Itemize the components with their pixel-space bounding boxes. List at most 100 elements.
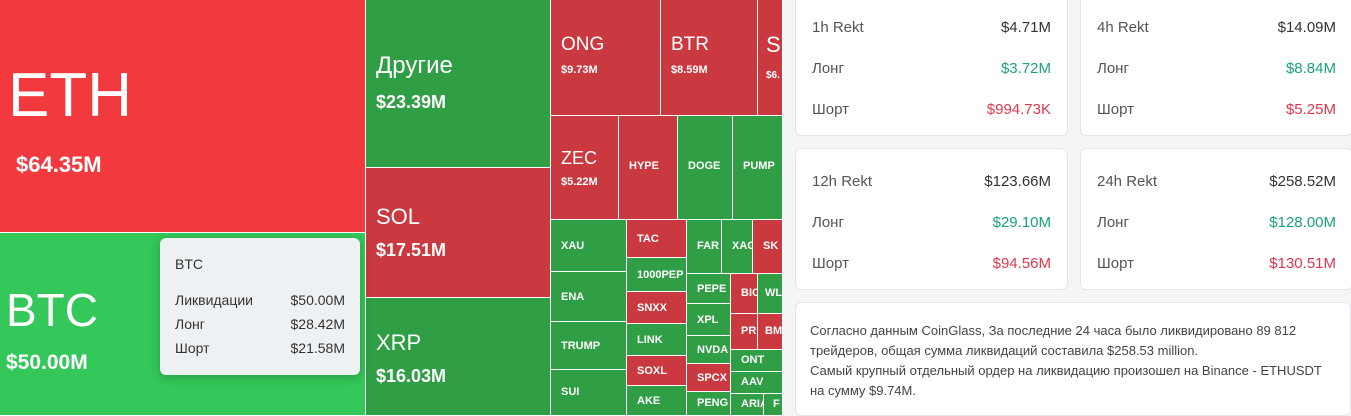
tile-sol-value: $17.51M [376, 240, 447, 260]
tile-ake[interactable]: AKE [627, 386, 687, 416]
tile-ong-value: $9.73M [561, 64, 598, 76]
tile-sol[interactable]: SOL $17.51M [366, 168, 551, 298]
short-label: Шорт [1097, 101, 1134, 118]
tile-xag-label: XAG [732, 240, 752, 252]
tile-soxl[interactable]: SOXL [627, 356, 687, 386]
tile-tac-label: TAC [637, 233, 659, 245]
short-value: $130.51M [1269, 255, 1336, 272]
tile-snxx-label: SNXX [637, 302, 667, 314]
long-value: $29.10M [992, 214, 1051, 231]
tile-far-label: FAR [697, 240, 719, 252]
tile-btr[interactable]: BTR $8.59M [661, 0, 758, 116]
tile-sk-label: SK [763, 240, 779, 252]
long-value: $3.72M [1000, 60, 1051, 77]
card-1h-rekt: 1h Rekt $4.71M Лонг $3.72M Шорт $994.73K [795, 0, 1068, 136]
tile-hype[interactable]: HYPE [619, 116, 678, 220]
tile-1000pepe[interactable]: 1000PEP [627, 258, 687, 292]
btc-tooltip: BTC Ликвидации $50.00M Лонг $28.42M Шорт… [160, 238, 360, 375]
tile-other[interactable]: Другие $23.39M [366, 0, 551, 168]
tile-ong[interactable]: ONG $9.73M [551, 0, 661, 116]
card-total: $14.09M [1277, 19, 1336, 36]
tile-pump-label: PUMP [743, 160, 775, 172]
short-value: $994.73K [986, 101, 1051, 118]
tile-xpl-label: XPL [697, 314, 719, 326]
tile-btc-label: BTC [6, 284, 98, 336]
tile-pr[interactable]: PR [731, 314, 758, 350]
tile-other-value: $23.39M [376, 92, 447, 112]
tile-bio-label: BIO [741, 287, 757, 299]
tile-spcx[interactable]: SPCX [687, 364, 731, 392]
tooltip-row-value: $21.58M [290, 340, 345, 356]
tooltip-row-short: Шорт $21.58M [175, 340, 345, 356]
tile-snxx[interactable]: SNXX [627, 292, 687, 324]
long-label: Лонг [1097, 60, 1129, 77]
tile-wl[interactable]: WL [758, 274, 783, 314]
tooltip-row-liquidations: Ликвидации $50.00M [175, 292, 345, 308]
tile-pepe-label: PEPE [697, 283, 727, 295]
tile-pepe[interactable]: PEPE [687, 274, 731, 304]
tile-ong-label: ONG [561, 34, 605, 55]
tile-xau-label: XAU [561, 240, 585, 252]
tile-ont-label: ONT [741, 354, 765, 366]
tile-aav[interactable]: AAV [731, 372, 783, 394]
short-label: Шорт [812, 101, 849, 118]
tooltip-row-value: $28.42M [290, 316, 345, 332]
tile-eth-value: $64.35M [16, 152, 102, 177]
tile-eth-label: ETH [8, 61, 132, 130]
tile-xag[interactable]: XAG [722, 220, 753, 274]
card-total: $4.71M [1000, 19, 1051, 36]
tile-ont[interactable]: ONT [731, 350, 783, 372]
tile-bio[interactable]: BIO [731, 274, 758, 314]
tile-far[interactable]: FAR [687, 220, 722, 274]
card-title: 4h Rekt [1097, 19, 1149, 36]
tile-ena-label: ENA [561, 291, 585, 303]
tile-pump[interactable]: PUMP [733, 116, 783, 220]
tile-xpl[interactable]: XPL [687, 304, 731, 336]
tile-ena[interactable]: ENA [551, 272, 627, 322]
tile-link[interactable]: LINK [627, 324, 687, 356]
tile-zec-label: ZEC [561, 148, 597, 168]
tile-peng-label: PENG [697, 397, 729, 409]
tooltip-title: BTC [175, 256, 203, 272]
tile-1000pepe-label: 1000PEP [637, 269, 684, 281]
tile-sui[interactable]: SUI [551, 370, 627, 416]
tile-f-label: F [773, 398, 780, 410]
tile-s-label: S [766, 32, 781, 57]
card-total: $258.52M [1269, 173, 1336, 190]
tile-btr-label: BTR [671, 34, 709, 55]
tile-pr-label: PR [741, 325, 757, 337]
short-label: Шорт [812, 255, 849, 272]
tile-peng[interactable]: PENG [687, 392, 731, 416]
card-24h-rekt: 24h Rekt $258.52M Лонг $128.00M Шорт $130.5… [1080, 148, 1351, 290]
tile-aria[interactable]: ARIA [731, 394, 764, 416]
tile-f[interactable]: F [764, 394, 783, 416]
tile-xrp[interactable]: XRP $16.03M [366, 298, 551, 416]
long-label: Лонг [812, 60, 844, 77]
short-label: Шорт [1097, 255, 1134, 272]
card-title: 12h Rekt [812, 173, 873, 190]
tile-aria-label: ARIA [741, 398, 763, 410]
tile-trump[interactable]: TRUMP [551, 322, 627, 370]
tile-hype-label: HYPE [629, 160, 659, 172]
tile-doge[interactable]: DOGE [678, 116, 733, 220]
long-label: Лонг [812, 214, 844, 231]
short-value: $94.56M [992, 255, 1051, 272]
tile-zec-value: $5.22M [561, 176, 598, 188]
tooltip-row-value: $50.00M [290, 292, 345, 308]
tile-bm[interactable]: BM [758, 314, 783, 350]
tile-bm-label: BM [765, 325, 783, 337]
tile-xau[interactable]: XAU [551, 220, 627, 272]
tile-link-label: LINK [637, 334, 663, 346]
tile-sk[interactable]: SK [753, 220, 783, 274]
card-total: $123.66M [984, 173, 1051, 190]
tile-spcx-label: SPCX [697, 372, 727, 384]
tile-nvda[interactable]: NVDA [687, 336, 731, 364]
tile-zec[interactable]: ZEC $5.22M [551, 116, 619, 220]
tile-tac[interactable]: TAC [627, 220, 687, 258]
tile-eth[interactable]: ETH $64.35M [0, 0, 366, 233]
tile-ake-label: AKE [637, 395, 661, 407]
card-12h-rekt: 12h Rekt $123.66M Лонг $29.10M Шорт $94.56M [795, 148, 1068, 290]
tile-nvda-label: NVDA [697, 344, 729, 356]
tooltip-row-label: Ликвидации [175, 292, 254, 308]
tile-s[interactable]: S $6. [758, 0, 783, 116]
